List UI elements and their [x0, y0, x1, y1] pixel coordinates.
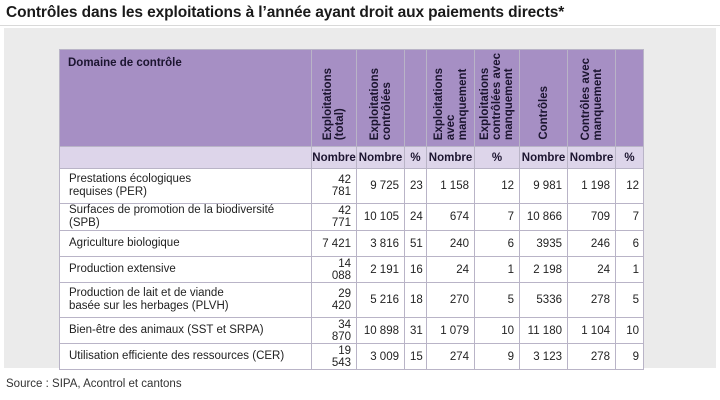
table-cell: 9 725 — [356, 168, 405, 204]
table-cell: 246 — [567, 230, 616, 257]
table-row: Agriculture biologique 7 421 3 816 51 24… — [59, 230, 644, 257]
page-title: Contrôles dans les exploitations à l’ann… — [6, 4, 565, 21]
table-cell: 31 — [404, 317, 427, 344]
row-label: Prestations écologiques requises (PER) — [59, 168, 312, 204]
table-cell: 7 — [474, 203, 520, 231]
table-cell: 3 123 — [519, 343, 568, 370]
table-cell: 9 — [474, 343, 520, 370]
table-cell: 9 — [615, 343, 644, 370]
table-cell: 10 — [474, 317, 520, 344]
table-cell: 42 771 — [311, 203, 357, 231]
header-col-7: Contrôles avec manquement — [567, 49, 616, 147]
table-cell: 7 — [615, 203, 644, 231]
header-domain: Domaine de contrôle — [59, 49, 312, 147]
table-cell: 1 198 — [567, 168, 616, 204]
header-col-4: Exploitations avec manquement — [426, 49, 475, 147]
table-cell: 11 180 — [519, 317, 568, 344]
table-cell: 18 — [404, 282, 427, 318]
table-row: Prestations écologiques requises (PER) 4… — [59, 168, 644, 204]
header-col-2: Exploitations contrôlées — [356, 49, 405, 147]
table-cell: 23 — [404, 168, 427, 204]
table-cell: 1 079 — [426, 317, 475, 344]
row-label: Production extensive — [59, 256, 312, 283]
header-col-5: Exploitations contrôlées avec manquement — [474, 49, 520, 147]
row-label: Agriculture biologique — [59, 230, 312, 257]
row-label: Surfaces de promotion de la biodiversité… — [59, 203, 312, 231]
units-row: Nombre Nombre % Nombre % Nombre Nombre % — [59, 146, 644, 169]
table-cell: 19 543 — [311, 343, 357, 370]
table-cell: 16 — [404, 256, 427, 283]
header-col-3 — [404, 49, 427, 147]
table-cell: 10 105 — [356, 203, 405, 231]
header-col-8 — [615, 49, 644, 147]
table-panel: Domaine de contrôle Exploitations (total… — [4, 28, 716, 370]
table-cell: 51 — [404, 230, 427, 257]
table-cell: 1 — [615, 256, 644, 283]
table-cell: 1 158 — [426, 168, 475, 204]
table-cell: 24 — [567, 256, 616, 283]
unit-cell: Nombre — [311, 146, 357, 169]
unit-cell: % — [404, 146, 427, 169]
table-cell: 278 — [567, 282, 616, 318]
row-label: Production de lait et de viande basée su… — [59, 282, 312, 318]
table-cell: 9 981 — [519, 168, 568, 204]
table-cell: 1 104 — [567, 317, 616, 344]
table-cell: 15 — [404, 343, 427, 370]
table-cell: 240 — [426, 230, 475, 257]
table-cell: 5 — [474, 282, 520, 318]
table-row: Production extensive 14 088 2 191 16 24 … — [59, 256, 644, 283]
table-cell: 2 191 — [356, 256, 405, 283]
header-col-1: Exploitations (total) — [311, 49, 357, 147]
table-cell: 1 — [474, 256, 520, 283]
table-cell: 6 — [474, 230, 520, 257]
unit-cell: Nombre — [426, 146, 475, 169]
table-cell: 709 — [567, 203, 616, 231]
table-row: Bien-être des animaux (SST et SRPA) 34 8… — [59, 317, 644, 344]
row-label: Bien-être des animaux (SST et SRPA) — [59, 317, 312, 344]
table-cell: 29 420 — [311, 282, 357, 318]
row-label: Utilisation efficiente des ressources (C… — [59, 343, 312, 370]
unit-cell: % — [474, 146, 520, 169]
table-cell: 42 781 — [311, 168, 357, 204]
table-cell: 14 088 — [311, 256, 357, 283]
table-cell: 3 009 — [356, 343, 405, 370]
table-cell: 10 898 — [356, 317, 405, 344]
table-cell: 34 870 — [311, 317, 357, 344]
source-note: Source : SIPA, Acontrol et cantons — [6, 378, 182, 390]
table-row: Surfaces de promotion de la biodiversité… — [59, 203, 644, 231]
controls-table: Domaine de contrôle Exploitations (total… — [59, 49, 644, 370]
title-divider — [0, 25, 720, 26]
unit-cell: % — [615, 146, 644, 169]
table-cell: 5336 — [519, 282, 568, 318]
table-cell: 270 — [426, 282, 475, 318]
table-cell: 2 198 — [519, 256, 568, 283]
unit-cell: Nombre — [567, 146, 616, 169]
table-cell: 274 — [426, 343, 475, 370]
table-cell: 5 216 — [356, 282, 405, 318]
table-cell: 7 421 — [311, 230, 357, 257]
header-row: Domaine de contrôle Exploitations (total… — [59, 49, 644, 147]
table-cell: 278 — [567, 343, 616, 370]
table-cell: 24 — [426, 256, 475, 283]
unit-cell: Nombre — [356, 146, 405, 169]
table-cell: 12 — [615, 168, 644, 204]
table-cell: 3935 — [519, 230, 568, 257]
header-col-6: Contrôles — [519, 49, 568, 147]
units-empty — [59, 146, 312, 169]
table-row: Production de lait et de viande basée su… — [59, 282, 644, 318]
table-cell: 24 — [404, 203, 427, 231]
table-cell: 3 816 — [356, 230, 405, 257]
table-cell: 5 — [615, 282, 644, 318]
table-cell: 10 — [615, 317, 644, 344]
table-cell: 10 866 — [519, 203, 568, 231]
unit-cell: Nombre — [519, 146, 568, 169]
table-cell: 12 — [474, 168, 520, 204]
table-row: Utilisation efficiente des ressources (C… — [59, 343, 644, 370]
table-cell: 674 — [426, 203, 475, 231]
table-cell: 6 — [615, 230, 644, 257]
